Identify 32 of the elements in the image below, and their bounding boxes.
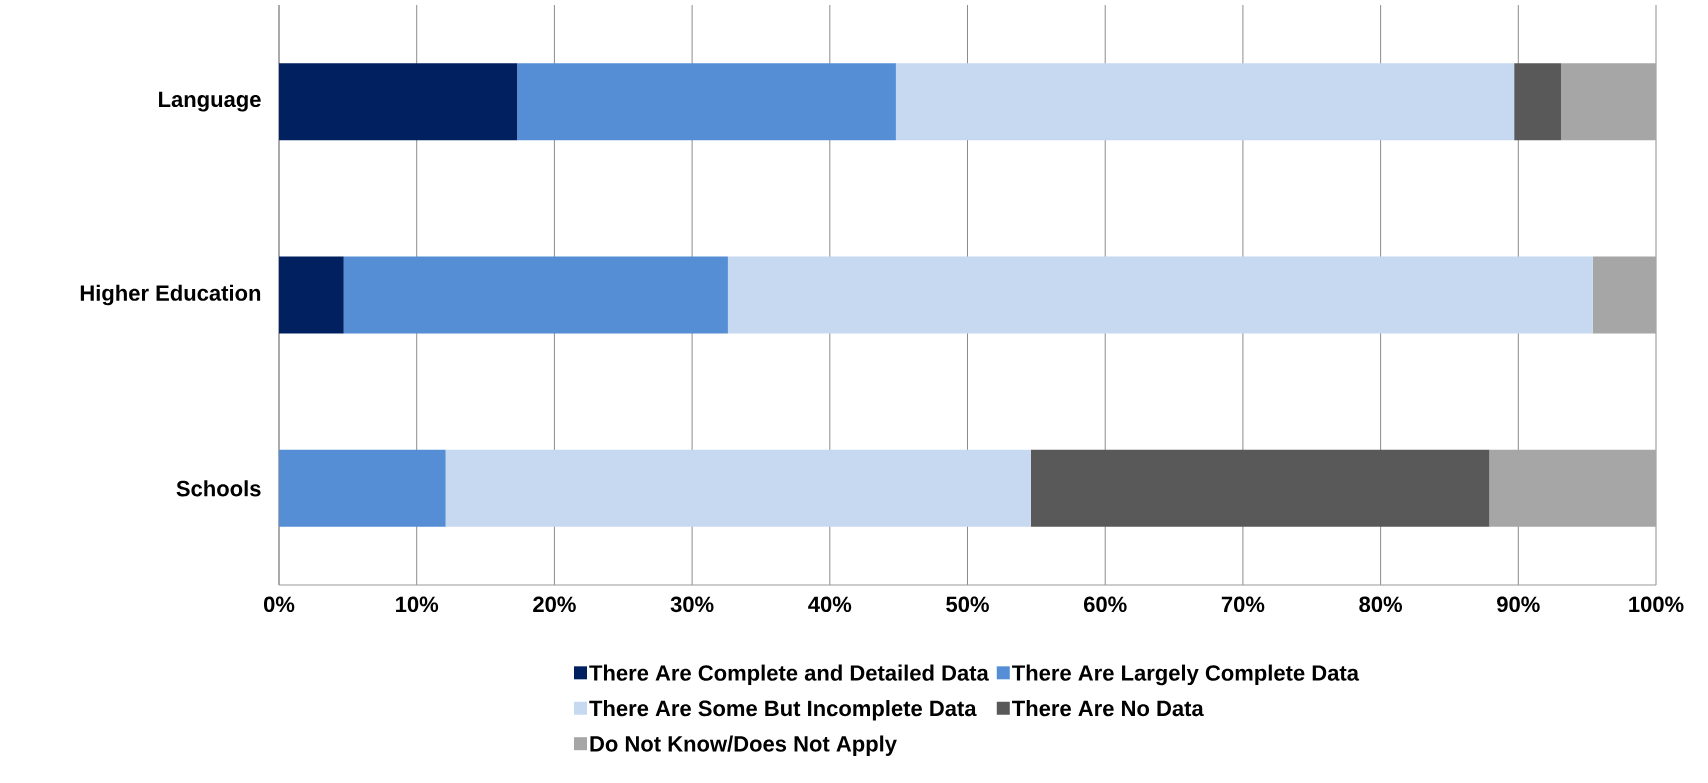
y-tick-label: Language xyxy=(159,91,261,112)
bar xyxy=(895,63,1515,141)
x-tick-label: 50% xyxy=(946,596,989,613)
x-tick-label: 90% xyxy=(1497,596,1540,613)
bar xyxy=(279,63,518,141)
x-tick-label: 70% xyxy=(1221,596,1265,613)
legend-label: There Are Some But Incomplete Data xyxy=(589,700,977,721)
bar xyxy=(517,63,896,141)
bar xyxy=(1030,449,1490,527)
x-tick-label: 30% xyxy=(670,596,714,613)
bar xyxy=(1592,256,1657,334)
legend-label: Do Not Know/Does Not Apply xyxy=(590,735,897,756)
x-tick-label: 20% xyxy=(533,596,576,613)
bar xyxy=(1489,449,1657,527)
y-tick-label: Schools xyxy=(176,480,261,497)
x-tick-label: 10% xyxy=(396,596,439,613)
y-tick-label: Higher Education xyxy=(80,284,261,306)
legend-label: There Are No Data xyxy=(1012,700,1204,717)
x-tick-label: 0% xyxy=(263,596,295,613)
legend-label: There Are Complete and Detailed Data xyxy=(589,664,989,686)
x-tick-label: 80% xyxy=(1359,596,1403,613)
x-tick-label: 60% xyxy=(1083,596,1127,613)
legend-label: There Are Largely Complete Data xyxy=(1012,664,1360,686)
bar xyxy=(279,256,344,334)
bar xyxy=(279,449,446,527)
x-tick-label: 40% xyxy=(808,596,852,613)
bar xyxy=(343,256,728,334)
bar xyxy=(445,449,1031,527)
bar xyxy=(1560,63,1657,141)
x-tick-label: 100% xyxy=(1629,596,1684,613)
bar xyxy=(1514,63,1561,141)
bar xyxy=(727,256,1593,334)
